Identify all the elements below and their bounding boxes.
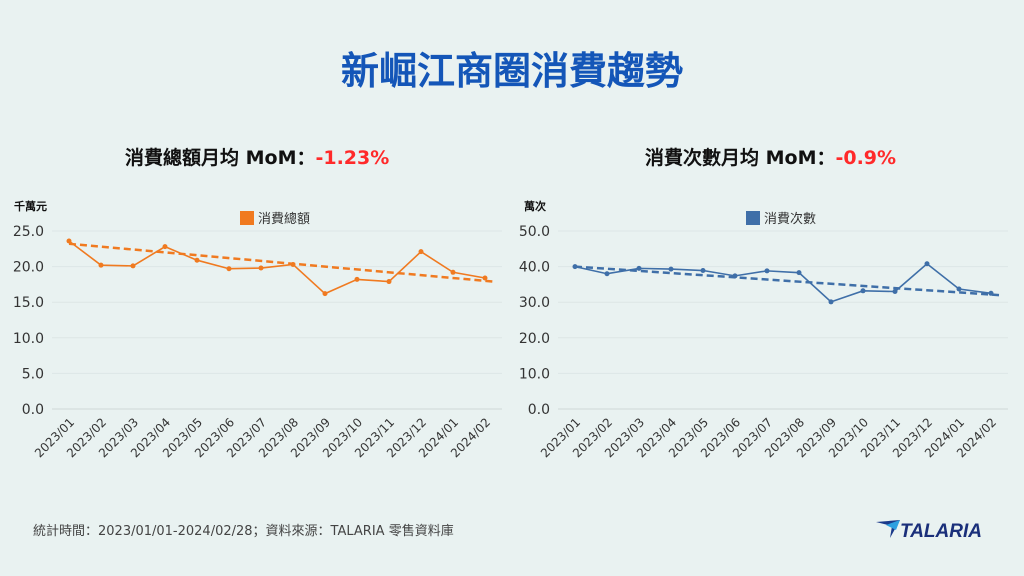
- y-tick-label: 20.0: [13, 260, 44, 276]
- data-point: [482, 275, 488, 281]
- series-line: [574, 262, 992, 303]
- data-point: [194, 257, 200, 263]
- legend-swatch: [240, 211, 254, 225]
- data-point: [98, 262, 104, 268]
- y-tick-label: 5.0: [22, 366, 44, 382]
- y-tick-label: 10.0: [519, 366, 550, 382]
- y-tick-label: 0.0: [528, 402, 550, 418]
- trendline: [68, 242, 494, 283]
- y-tick-label: 15.0: [13, 295, 44, 311]
- y-tick-label: 40.0: [519, 260, 550, 276]
- data-point: [924, 261, 930, 267]
- data-point: [604, 271, 610, 277]
- footer-source: 統計時間：2023/01/01-2024/02/28；資料來源：TALARIA …: [33, 524, 454, 539]
- data-point: [988, 290, 994, 296]
- series-line: [68, 240, 486, 295]
- data-point: [450, 269, 456, 275]
- chart-1-subtitle: 消費總額月均 MoM：-1.23%: [125, 143, 389, 170]
- mom-value: -0.9%: [835, 147, 897, 169]
- y-axis-unit: 千萬元: [14, 200, 47, 213]
- data-point: [860, 288, 866, 294]
- page-title: 新崛江商圈消費趨勢: [340, 49, 683, 93]
- data-point: [764, 268, 770, 274]
- y-tick-label: 10.0: [13, 331, 44, 347]
- data-point: [796, 270, 802, 276]
- data-point: [226, 266, 232, 272]
- data-point: [956, 286, 962, 292]
- data-point: [354, 276, 360, 282]
- data-point: [732, 273, 738, 279]
- y-tick-label: 25.0: [13, 224, 44, 240]
- subtitle-text: 消費總額月均 MoM：: [125, 147, 316, 169]
- data-point: [700, 268, 706, 274]
- data-point: [290, 261, 296, 267]
- legend-label: 消費次數: [764, 211, 816, 227]
- y-tick-label: 30.0: [519, 295, 550, 311]
- data-point: [892, 289, 898, 295]
- data-point: [828, 299, 834, 305]
- y-tick-label: 20.0: [519, 331, 550, 347]
- subtitle-text: 消費次數月均 MoM：: [645, 147, 836, 169]
- legend-label: 消費總額: [258, 211, 310, 227]
- data-point: [572, 264, 578, 270]
- svg-text:TALARIA: TALARIA: [900, 521, 982, 542]
- mom-value: -1.23%: [315, 147, 390, 169]
- data-point: [418, 249, 424, 255]
- data-point: [66, 238, 72, 244]
- chart-2-subtitle: 消費次數月均 MoM：-0.9%: [645, 143, 896, 170]
- data-point: [386, 279, 392, 285]
- y-tick-label: 0.0: [22, 402, 44, 418]
- data-point: [258, 265, 264, 271]
- talaria-logo: TALARIA: [876, 520, 982, 542]
- data-point: [636, 265, 642, 271]
- legend-swatch: [746, 211, 760, 225]
- y-tick-label: 50.0: [519, 224, 550, 240]
- y-axis-unit: 萬次: [524, 200, 546, 213]
- data-point: [668, 266, 674, 272]
- data-point: [162, 244, 168, 250]
- data-point: [130, 263, 136, 269]
- trendline: [574, 265, 1000, 297]
- data-point: [322, 291, 328, 297]
